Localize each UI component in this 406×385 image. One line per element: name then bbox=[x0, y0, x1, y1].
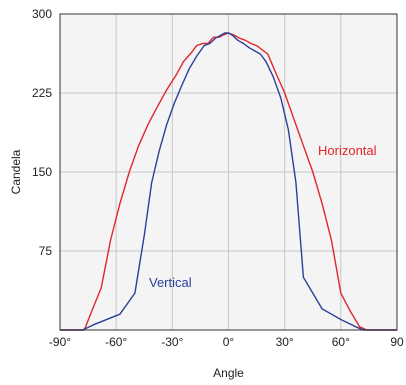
grid-lines bbox=[60, 14, 397, 330]
series-layer bbox=[60, 32, 397, 331]
y-axis-label: Candela bbox=[9, 149, 23, 194]
x-tick-label: -60° bbox=[105, 335, 127, 349]
x-tick-label: 90 bbox=[390, 335, 404, 349]
x-tick-label: 0° bbox=[223, 335, 235, 349]
x-tick-label: 30° bbox=[276, 335, 294, 349]
x-tick-label: 60° bbox=[332, 335, 350, 349]
y-tick-label: 75 bbox=[39, 244, 53, 258]
series-label-vertical: Vertical bbox=[149, 275, 192, 290]
plot-frame bbox=[59, 13, 398, 331]
series-line-vertical bbox=[60, 32, 397, 331]
x-axis-label: Angle bbox=[213, 366, 244, 380]
y-tick-label: 150 bbox=[32, 165, 52, 179]
x-tick-label: -90° bbox=[49, 335, 71, 349]
series-label-horizontal: Horizontal bbox=[318, 143, 377, 158]
x-tick-label: -30° bbox=[161, 335, 183, 349]
y-tick-label: 300 bbox=[32, 7, 52, 21]
tick-labels: -90° -60° -30° 0° 30° 60° 90 75 150 225 300 bbox=[32, 7, 404, 349]
y-tick-label: 225 bbox=[32, 86, 52, 100]
